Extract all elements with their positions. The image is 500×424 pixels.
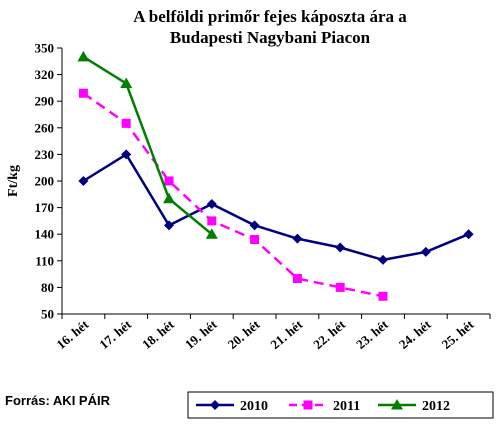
legend: 2010 2011 2012 <box>196 399 450 414</box>
y-tick-label: 110 <box>35 253 54 268</box>
x-tick-label: 18. hét <box>139 316 177 352</box>
y-tick-label: 290 <box>35 94 55 109</box>
data-point-2010 <box>378 254 388 265</box>
data-point-2011 <box>378 291 388 301</box>
y-tick-label: 230 <box>35 147 55 162</box>
x-tick-label: 21. hét <box>267 316 305 352</box>
data-point-2011 <box>78 88 88 98</box>
x-tick-label: 20. hét <box>225 316 263 352</box>
data-point-2011 <box>335 282 345 292</box>
y-tick-label: 140 <box>35 227 55 242</box>
y-tick-label: 170 <box>35 200 55 215</box>
source-note: Forrás: AKI PÁIR <box>5 393 111 408</box>
data-point-2010 <box>164 220 174 231</box>
data-point-2011 <box>121 118 131 128</box>
legend-label-2010: 2010 <box>240 399 268 414</box>
chart-title-line-1: A belföldi primőr fejes káposzta ára a <box>133 7 407 26</box>
y-tick-label: 260 <box>35 120 55 135</box>
data-point-2011 <box>207 216 217 226</box>
data-point-2012 <box>205 228 218 239</box>
x-tick-label: 23. hét <box>353 316 391 352</box>
data-point-2011 <box>250 235 260 245</box>
legend-marker-2012 <box>391 399 403 410</box>
x-tick-label: 19. hét <box>182 316 220 352</box>
chart-title-line-2: Budapesti Nagybani Piacon <box>170 28 371 47</box>
y-axis-title: Ft/kg <box>6 165 21 197</box>
data-point-2012 <box>77 50 90 62</box>
series-line-2011 <box>82 92 384 298</box>
data-point-2010 <box>249 220 260 231</box>
legend-label-2011: 2011 <box>333 399 360 414</box>
legend-label-2012: 2012 <box>422 399 450 414</box>
data-point-2010 <box>463 229 474 240</box>
data-point-2010 <box>78 176 89 186</box>
data-point-2010 <box>121 149 132 160</box>
y-tick-label: 350 <box>35 41 55 56</box>
data-point-2010 <box>335 242 346 253</box>
data-point-2010 <box>292 233 303 244</box>
y-tick-label: 80 <box>41 280 54 295</box>
data-point-2012 <box>163 192 175 204</box>
legend-marker-2010 <box>210 400 220 410</box>
data-point-2011 <box>292 274 302 284</box>
series-line-2012 <box>82 55 213 236</box>
data-point-2010 <box>420 246 431 257</box>
y-tick-label: 320 <box>35 67 55 82</box>
data-point-2012 <box>120 77 133 88</box>
x-tick-label: 16. hét <box>53 316 91 352</box>
x-tick-label: 17. hét <box>96 316 134 352</box>
x-tick-label: 25. hét <box>439 316 477 352</box>
y-tick-label: 200 <box>35 174 55 189</box>
plot-area: 50 80 110 140 170 200 230 260 290 320 350 16. hét 17… <box>35 41 491 352</box>
data-point-2011 <box>164 176 174 186</box>
series-line-2010 <box>82 153 470 262</box>
x-tick-label: 24. hét <box>396 316 434 352</box>
data-point-2010 <box>206 199 217 210</box>
y-tick-label: 50 <box>41 307 54 322</box>
x-tick-label: 22. hét <box>310 316 348 352</box>
legend-marker-2011 <box>303 400 313 410</box>
legend-box <box>187 391 494 419</box>
